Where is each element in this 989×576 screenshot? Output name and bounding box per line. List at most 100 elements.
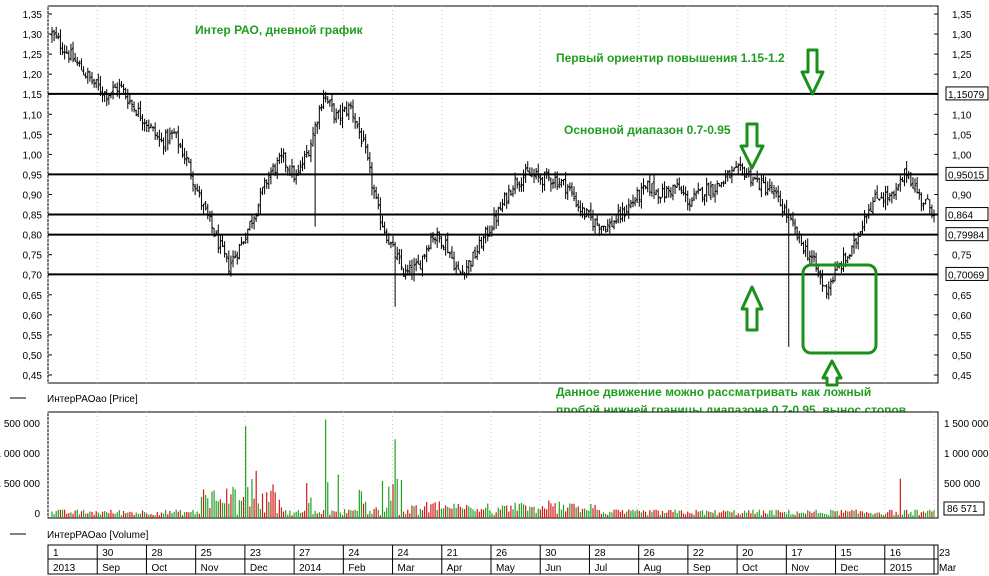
false-break-highlight-box [801,263,878,355]
time-period-label: Nov [201,563,219,574]
y-tick-label-left: 1,15 [23,90,43,101]
time-tick-label: 30 [102,548,114,559]
y-tick-label-left: 0,55 [23,331,43,342]
y-tick-label-left: 0,45 [23,371,43,382]
level-label: 0,95015 [948,170,985,181]
y-tick-label-right: 1,35 [952,10,972,21]
y-tick-label-right: 0,45 [952,371,972,382]
price-y-axis-right: 1,351,301,251,201,151,101,051,000,950,90… [952,10,972,382]
time-period-label: Mar [398,563,416,574]
time-tick-label: 23 [939,548,951,559]
y-tick-label-right: 1,00 [952,150,972,161]
y-tick-label-left: 1,25 [23,50,43,61]
level-lines [48,92,938,276]
time-tick-label: 24 [348,548,360,559]
volume-last-value-box [943,501,985,516]
y-tick-label-right: 1,05 [952,130,972,141]
time-tick-label: 30 [545,548,557,559]
time-tick-label: 28 [594,548,606,559]
y-tick-label-right: 1,25 [952,50,972,61]
price-legend: ИнтерРАОао [Price] [47,394,138,405]
time-period-label: Dec [841,563,859,574]
time-period-label: Dec [250,563,268,574]
annotation-false-break-line1: Данное движение можно рассматривать как … [556,385,871,399]
time-tick-label: 17 [791,548,803,559]
vol-tick-left-1: 500 000 [4,419,41,430]
time-period-label: Apr [447,563,463,574]
y-tick-label-right: 1,20 [952,70,972,81]
time-axis: 1 2013 30 Sep 28 Oct 25 Nov 23 Dec 27 2014 24 Feb 24 Ma… [47,544,957,575]
y-tick-label-right: 0,65 [952,291,972,302]
volume-legend: ИнтерРАОао [Volume] [47,530,149,541]
level-label: 1,15079 [948,90,985,101]
y-tick-label-right: 0,75 [952,251,972,262]
volume-last-value: 86 571 [947,504,978,515]
y-tick-label-right: 1,10 [952,110,972,121]
y-tick-label-left: 1,00 [23,150,43,161]
annotation-first-target: Первый ориентир повышения 1.15-1.2 [556,51,785,65]
price-series [50,26,936,347]
time-period-label: Jun [545,563,561,574]
y-tick-label-right: 0,55 [952,331,972,342]
time-tick-label: 20 [742,548,754,559]
time-tick-label: 1 [53,548,59,559]
y-tick-label-left: 1,05 [23,130,43,141]
time-period-label: Mar [939,563,957,574]
time-tick-label: 27 [299,548,311,559]
level-label: 0,70069 [948,270,985,281]
time-period-label: Sep [693,563,711,574]
time-period-label: Feb [348,563,366,574]
arrow-up-lower-bound [740,285,764,332]
price-plot-frame [47,5,939,384]
time-tick-label: 16 [890,548,902,559]
level-label: 0,864 [948,211,973,222]
y-tick-label-left: 0,80 [23,231,43,242]
time-period-label: Aug [644,563,662,574]
volume-plot-frame [47,411,939,519]
y-tick-label-left: 0,75 [23,251,43,262]
y-tick-label-left: 1,10 [23,110,43,121]
chart-title: Интер РАО, дневной график [195,23,364,37]
time-tick-label: 28 [151,548,163,559]
y-tick-label-left: 1,30 [23,30,43,41]
price-y-axis-left: 1,35 1,30 1,25 1,20 1,15 1,10 1,05 1,00 0,95 0,90… [23,10,43,382]
vol-tick-right-2: 1 000 000 [944,449,989,460]
level-label-box [945,207,989,222]
y-tick-label-left: 0,65 [23,291,43,302]
y-tick-label-right: 0,60 [952,311,972,322]
time-period-label: Oct [742,563,758,574]
time-period-label: Sep [102,563,120,574]
y-tick-label-left: 1,20 [23,70,43,81]
vol-tick-left-4: 0 [34,509,40,520]
volume-panel: 500 000 1 000 000 1 500 000 0 1 500 000 … [0,411,989,541]
arrow-down-first-target [800,48,825,96]
level-label-box [945,166,989,181]
time-period-label: Oct [151,563,167,574]
y-tick-label-left: 0,95 [23,170,43,181]
level-label-box [945,266,989,281]
vol-tick-left-2: 1 000 000 [0,449,40,460]
time-tick-label: 23 [250,548,262,559]
y-tick-label-right: 0,90 [952,191,972,202]
level-label-box [945,86,989,101]
arrow-down-main-range [739,122,765,170]
time-tick-label: 25 [201,548,213,559]
level-label-box [945,227,989,242]
arrow-up-false-break [821,359,843,387]
time-tick-label: 26 [644,548,656,559]
time-period-label: 2015 [890,563,913,574]
price-panel: 1,35 1,30 1,25 1,20 1,15 1,10 1,05 1,00 0,95 0,90… [10,5,989,417]
time-period-label: Nov [791,563,809,574]
level-labels: 1,15079 0,95015 0,864 0,79984 0,70069 [945,86,989,281]
volume-series [51,419,935,518]
annotation-main-range: Основной диапазон 0.7-0.95 [564,123,731,137]
vol-tick-right-1: 1 500 000 [944,419,989,430]
y-tick-label-left: 0,50 [23,351,43,362]
y-tick-label-left: 0,85 [23,211,43,222]
time-tick-label: 24 [398,548,410,559]
level-label: 0,79984 [948,231,985,242]
time-tick-label: 21 [447,548,459,559]
time-period-label: 2014 [299,563,322,574]
vol-tick-right-3: 500 000 [944,479,981,490]
